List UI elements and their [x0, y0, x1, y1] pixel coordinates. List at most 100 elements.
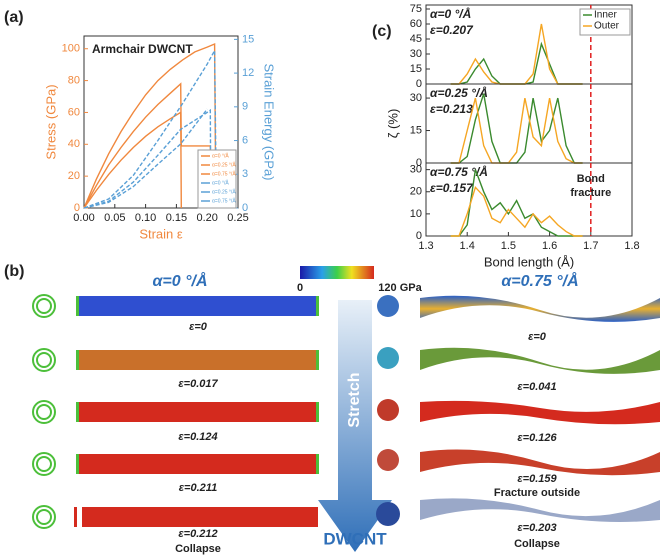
strain-label: ε=0.212	[178, 528, 217, 540]
y2-tick-label: 3	[242, 168, 248, 180]
y-tick-label: 10	[410, 208, 422, 220]
y-tick-label: 15	[410, 63, 422, 75]
fracture-label: Bond	[577, 173, 605, 185]
y2-tick-label: 9	[242, 101, 248, 113]
y-tick-label: 60	[68, 106, 80, 118]
x-tick-label: 1.6	[542, 240, 557, 252]
y-tick-label: 20	[68, 170, 80, 182]
annotation: ε=0.157	[430, 181, 474, 195]
y-tick-label: 30	[410, 92, 422, 104]
y2-axis-label: Strain Energy (GPa)	[262, 63, 277, 180]
x-axis-label: Strain ε	[139, 226, 183, 241]
x-tick-label: 0.25	[227, 212, 248, 224]
stretch-arrow	[318, 300, 392, 552]
x-tick-label: 0.20	[196, 212, 217, 224]
y-axis-label: ζ (%)	[385, 109, 400, 139]
legend-label: Inner	[594, 10, 617, 21]
cross-sections-right	[376, 295, 400, 526]
x-tick-label: 0.10	[135, 212, 156, 224]
legend-label: α=0.25 °/Å	[212, 188, 236, 195]
plot-frame	[425, 162, 633, 237]
y-tick-label: 45	[410, 33, 422, 45]
colorbar-min: 0	[297, 282, 303, 294]
note: Fracture outside	[494, 487, 580, 499]
strain-label: ε=0	[189, 321, 208, 333]
legend-label: α=0 °/Å	[212, 179, 229, 186]
left-title: α=0 °/Å	[152, 271, 207, 290]
colorbar	[300, 266, 374, 279]
x-axis-label: Bond length (Å)	[484, 254, 574, 269]
x-tick-label: 1.5	[501, 240, 516, 252]
strain-label: ε=0.017	[178, 378, 218, 390]
y2-tick-label: 12	[242, 67, 254, 79]
annotation: ε=0.207	[430, 23, 474, 37]
legend-label: Outer	[594, 21, 620, 32]
series-line	[83, 111, 182, 209]
series-line	[83, 82, 212, 209]
series-line	[450, 169, 583, 237]
x-tick-label: 1.4	[460, 240, 475, 252]
y-tick-label: 30	[410, 48, 422, 60]
tubes-right	[420, 295, 660, 522]
strain-label: ε=0.203	[517, 522, 556, 534]
series-line	[450, 185, 583, 237]
note: Collapse	[175, 543, 221, 555]
series-line	[450, 41, 583, 85]
plot-frame	[83, 35, 239, 209]
panel-b: α=0 °/Å α=0.75 °/Å 0 120 GPa ε=0 ε=0.017…	[32, 266, 660, 555]
annotation: ε=0.213	[430, 102, 473, 116]
y-tick-label: 0	[416, 230, 422, 242]
y2-tick-label: 6	[242, 134, 248, 146]
arrow-label: Stretch	[346, 372, 363, 427]
y-tick-label: 0	[416, 78, 422, 90]
cross-sections	[32, 294, 56, 529]
panel-label: (b)	[4, 263, 24, 280]
legend-label: α=0 °/Å	[212, 152, 229, 159]
strain-label: ε=0.211	[179, 482, 217, 494]
panel-label: (a)	[4, 9, 24, 26]
y-tick-label: 30	[410, 164, 422, 176]
strain-label: ε=0.159	[517, 473, 557, 485]
series-line	[83, 108, 208, 209]
y-tick-label: 0	[74, 202, 80, 214]
y-tick-label: 80	[68, 74, 80, 86]
y-tick-label: 40	[68, 138, 80, 150]
series-line	[83, 108, 212, 209]
x-tick-label: 0.05	[104, 212, 125, 224]
annotation: α=0.75 °/Å	[430, 165, 488, 179]
y-tick-label: 60	[410, 18, 422, 30]
y-tick-label: 100	[62, 43, 80, 55]
y-tick-label: 75	[410, 3, 422, 15]
legend-box	[197, 149, 237, 209]
y-tick-label: 20	[410, 186, 422, 198]
annotation: α=0 °/Å	[430, 7, 471, 21]
series-line	[83, 42, 217, 209]
bottom-label: DWCNT	[323, 529, 387, 548]
y-axis-label: Stress (GPa)	[43, 84, 58, 159]
y2-tick-label: 15	[242, 33, 254, 45]
series-line	[450, 97, 583, 164]
y2-tick-label: 0	[242, 202, 248, 214]
y-tick-label: 0	[416, 157, 422, 169]
note: Collapse	[514, 538, 560, 550]
tubes-left	[74, 296, 318, 527]
x-tick-label: 1.7	[583, 240, 598, 252]
chart-title: Armchair DWCNT	[92, 42, 193, 56]
strain-label: ε=0.041	[517, 381, 556, 393]
series-line	[83, 47, 218, 209]
legend-label: α=0.75 °/Å	[212, 197, 236, 204]
strain-label: ε=0	[528, 331, 547, 343]
legend-label: α=0.25 °/Å	[212, 161, 236, 168]
legend-label: α=0.75 °/Å	[212, 170, 236, 177]
fracture-label: fracture	[570, 187, 611, 199]
x-tick-label: 0.00	[73, 212, 94, 224]
annotation: α=0.25 °/Å	[430, 86, 488, 100]
colorbar-max: 120 GPa	[378, 282, 422, 294]
panel-label: (c)	[372, 23, 392, 40]
legend-box	[579, 8, 631, 36]
strain-label: ε=0.124	[178, 431, 217, 443]
x-tick-label: 1.3	[418, 240, 433, 252]
y-tick-label: 15	[410, 124, 422, 136]
right-title: α=0.75 °/Å	[501, 271, 578, 290]
